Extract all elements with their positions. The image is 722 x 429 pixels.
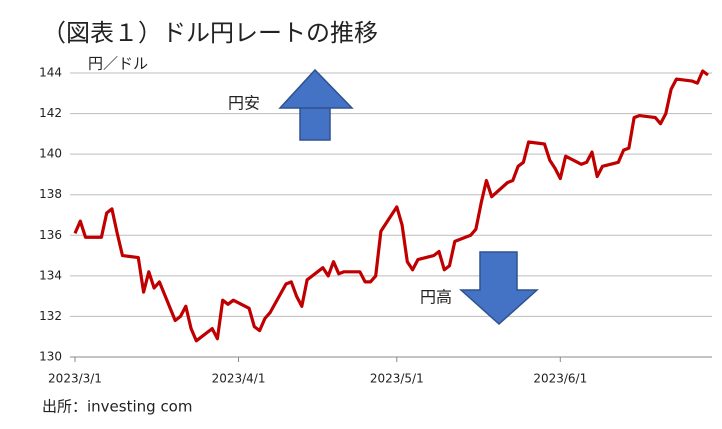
y-tick-label: 138 — [39, 187, 62, 201]
x-tick-label: 2023/4/1 — [212, 372, 266, 386]
down-arrow — [459, 251, 539, 326]
source: 出所：investing com — [42, 398, 192, 416]
up-arrow — [278, 68, 354, 141]
x-tick-label: 2023/3/1 — [48, 372, 102, 386]
y-tick-label: 134 — [39, 268, 62, 282]
y-axis-unit: 円／ドル — [88, 55, 148, 73]
x-tick-label: 2023/5/1 — [370, 372, 424, 386]
annotation: 円安 — [228, 94, 260, 113]
annotation: 円高 — [420, 288, 452, 307]
y-tick-label: 136 — [39, 228, 62, 242]
y-tick-label: 132 — [39, 309, 62, 323]
y-tick-label: 144 — [39, 66, 62, 80]
y-tick-label: 140 — [39, 147, 62, 161]
y-tick-label: 142 — [39, 106, 62, 120]
y-tick-label: 130 — [39, 350, 62, 364]
line-series — [73, 69, 709, 343]
chart-title: （図表１）ドル円レートの推移 — [42, 19, 378, 47]
x-tick-label: 2023/6/1 — [533, 372, 587, 386]
